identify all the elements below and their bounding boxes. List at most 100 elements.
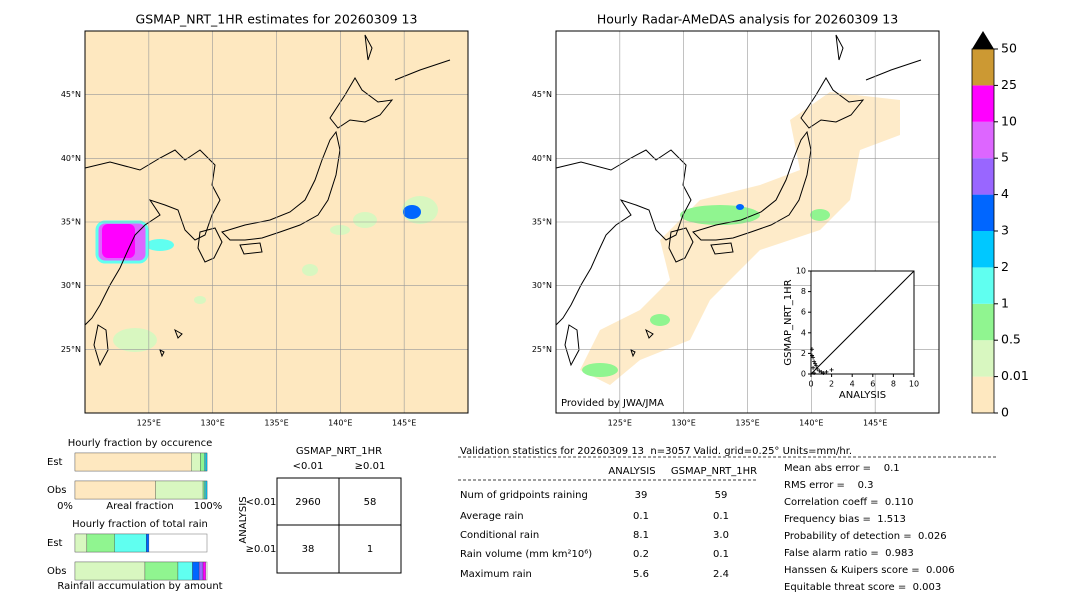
rain-area (353, 212, 377, 228)
row-header: <0.01 (246, 497, 277, 508)
table-cell: 59 (715, 490, 728, 501)
colorbar-label: 3 (1001, 223, 1009, 238)
y-tick-label: 30°N (61, 281, 81, 290)
column-header: ≥0.01 (355, 461, 386, 472)
colorbar-label: 2 (1001, 259, 1009, 274)
rain-area (330, 225, 350, 235)
row-header: Num of gridpoints raining (460, 490, 588, 501)
bar-segment (74, 480, 156, 500)
colorbar-segment (972, 85, 994, 122)
map-title: GSMAP_NRT_1HR estimates for 20260309 13 (136, 12, 418, 27)
x-tick-label: 8 (891, 380, 896, 389)
x-tick-label: 125°E (608, 419, 632, 428)
score: Frequency bias = 1.513 (784, 514, 906, 525)
score: False alarm ratio = 0.983 (784, 548, 914, 559)
table-cell: 1 (367, 544, 373, 555)
bar-segment (198, 561, 204, 581)
row-header: Maximum rain (460, 569, 532, 580)
scatter-point (812, 370, 817, 375)
x-tick-label: 145°E (863, 419, 887, 428)
scatter-point (829, 367, 834, 372)
table-cell: 38 (302, 544, 315, 555)
colorbar-segment (972, 194, 994, 231)
column-header: <0.01 (293, 461, 324, 472)
x-tick-label: 130°E (201, 419, 225, 428)
y-tick-label: 25°N (532, 345, 552, 354)
y-tick-label: 45°N (532, 90, 552, 99)
table-cell: 39 (635, 490, 648, 501)
scatter-point (819, 369, 824, 374)
table-cell: 3.0 (713, 530, 729, 541)
rain-area (102, 224, 135, 258)
y-tick-label: 10 (796, 267, 806, 276)
bar-segment (202, 480, 205, 500)
scatter-point (811, 355, 816, 360)
rain-area (736, 204, 744, 210)
x-axis-label: Areal fraction (106, 501, 173, 512)
y-tick-label: 8 (801, 287, 806, 296)
colorbar-segment (972, 267, 994, 304)
y-tick-label: 2 (801, 349, 806, 358)
category-label: Est (47, 538, 63, 549)
colorbar-segment (972, 158, 994, 195)
x-tick-label: 100% (194, 501, 223, 512)
stats-title: Validation statistics for 20260309 13 n=… (460, 446, 852, 457)
x-tick-label: 140°E (328, 419, 352, 428)
y-tick-label: 40°N (532, 154, 552, 163)
bar-segment (74, 561, 146, 581)
bar-segment (114, 533, 147, 553)
scatter-point (817, 368, 822, 373)
table-cell: 5.6 (633, 569, 649, 580)
row-header: ≥0.01 (246, 544, 277, 555)
scatter-point (814, 363, 819, 368)
x-tick-label: 0% (57, 501, 73, 512)
colorbar-extend (972, 31, 994, 49)
y-tick-label: 4 (801, 328, 806, 337)
rain-area (650, 314, 670, 326)
radar-coverage (580, 92, 900, 385)
bar-segment (155, 480, 204, 500)
colorbar-label: 0.5 (1001, 332, 1021, 347)
bar-segment (204, 480, 206, 500)
y-axis-label: GSMAP_NRT_1HR (783, 279, 794, 365)
x-tick-label: 2 (829, 380, 834, 389)
colorbar-segment (972, 49, 994, 86)
rain-area (810, 209, 830, 221)
y-tick-label: 30°N (532, 281, 552, 290)
colorbar-label: 0.01 (1001, 368, 1029, 383)
category-label: Obs (47, 485, 66, 496)
scatter-point (810, 347, 815, 352)
x-tick-label: 6 (870, 380, 875, 389)
category-label: Obs (47, 566, 66, 577)
bar-segment (204, 452, 206, 472)
scatter-point (824, 369, 829, 374)
table-cell: 0.1 (713, 549, 729, 560)
rain-area (302, 264, 318, 276)
score: Mean abs error = 0.1 (784, 463, 900, 474)
scatter-point (821, 370, 826, 375)
score: Hanssen & Kuipers score = 0.006 (784, 565, 955, 576)
colorbar-label: 0 (1001, 405, 1009, 420)
rain-area (582, 363, 618, 377)
table-cell: 2960 (295, 497, 320, 508)
category-label: Est (47, 457, 63, 468)
column-header: GSMAP_NRT_1HR (671, 466, 757, 477)
scatter-point (813, 361, 818, 366)
colorbar-label: 50 (1001, 41, 1017, 56)
map-title: Hourly Radar-AMeDAS analysis for 2026030… (597, 12, 898, 27)
rain-area (113, 328, 157, 352)
bar-segment (74, 533, 88, 553)
x-tick-label: 140°E (799, 419, 823, 428)
bar-segment (205, 480, 208, 500)
x-axis-label: Rainfall accumulation by amount (57, 581, 222, 592)
colorbar-label: 5 (1001, 150, 1009, 165)
table-title: GSMAP_NRT_1HR (296, 446, 382, 457)
y-tick-label: 35°N (61, 218, 81, 227)
y-tick-label: 45°N (61, 90, 81, 99)
y-tick-label: 35°N (532, 218, 552, 227)
table-cell: 58 (364, 497, 377, 508)
x-tick-label: 10 (909, 380, 919, 389)
map-frame (84, 30, 469, 414)
score: Equitable threat score = 0.003 (784, 582, 941, 593)
